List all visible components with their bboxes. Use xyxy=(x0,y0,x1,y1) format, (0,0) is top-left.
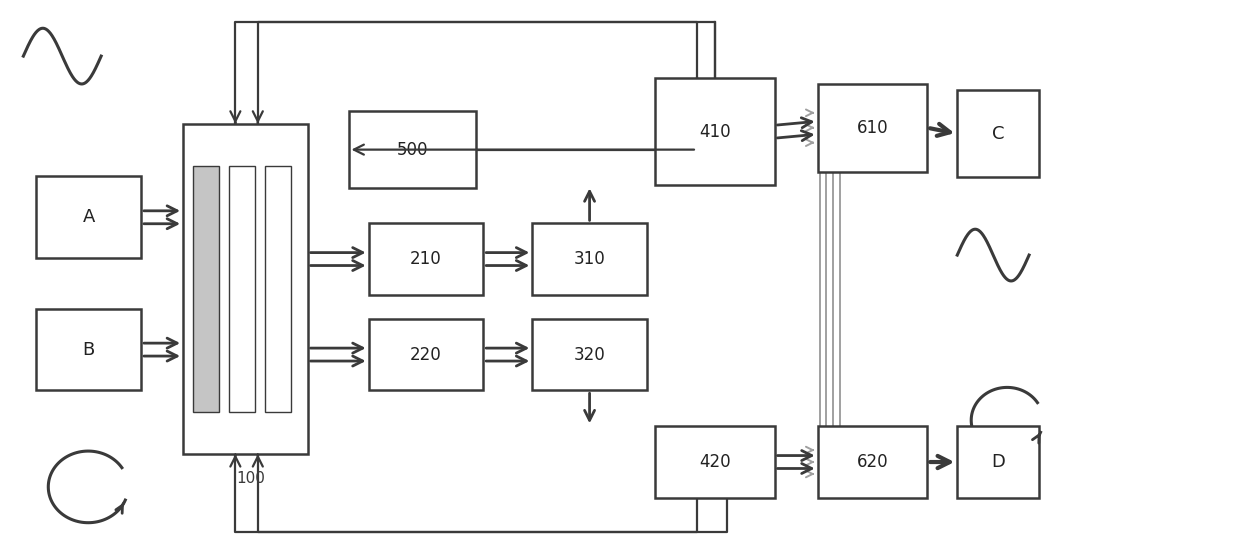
Bar xyxy=(368,319,484,390)
Bar xyxy=(957,90,1039,178)
Text: 410: 410 xyxy=(699,123,730,141)
Text: D: D xyxy=(991,453,1006,471)
Bar xyxy=(817,84,928,172)
Bar xyxy=(36,309,141,390)
Bar xyxy=(348,111,476,188)
Text: 320: 320 xyxy=(574,345,605,364)
Text: 420: 420 xyxy=(699,453,730,471)
Bar xyxy=(265,166,290,412)
Text: 210: 210 xyxy=(410,250,441,268)
Bar xyxy=(36,176,141,258)
Text: 500: 500 xyxy=(397,141,428,159)
Bar xyxy=(532,319,647,390)
Text: A: A xyxy=(83,209,95,226)
Bar xyxy=(229,166,254,412)
Bar xyxy=(655,78,775,186)
Text: C: C xyxy=(992,125,1004,143)
Bar xyxy=(368,223,484,295)
Text: B: B xyxy=(83,340,94,358)
Text: 620: 620 xyxy=(857,453,888,471)
Bar xyxy=(193,166,219,412)
Bar xyxy=(957,426,1039,498)
Text: 100: 100 xyxy=(236,471,265,487)
Bar xyxy=(655,426,775,498)
Text: 610: 610 xyxy=(857,119,888,137)
Bar xyxy=(184,124,308,454)
Bar xyxy=(532,223,647,295)
Text: 220: 220 xyxy=(410,345,441,364)
Text: 310: 310 xyxy=(574,250,605,268)
Bar xyxy=(817,426,928,498)
